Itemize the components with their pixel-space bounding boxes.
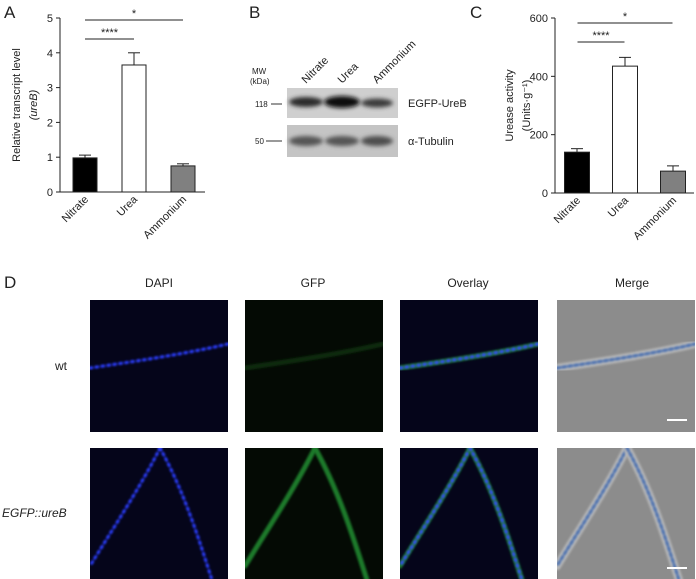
- band: [361, 98, 393, 108]
- band: [361, 136, 393, 146]
- band-label: EGFP-UreB: [408, 98, 467, 110]
- micrograph: [400, 448, 538, 579]
- y-axis-label: Urease activity: [504, 69, 516, 142]
- fiber: [468, 448, 524, 579]
- mw-label: (kDa): [250, 77, 270, 86]
- y-tick-label: 1: [47, 152, 53, 164]
- mw-value: 118: [255, 100, 268, 109]
- significance-label: ****: [101, 27, 119, 39]
- bar: [121, 64, 147, 193]
- micrograph: [400, 300, 538, 432]
- x-tick-label: Nitrate: [552, 195, 583, 226]
- band: [289, 97, 323, 107]
- bar: [72, 157, 98, 193]
- x-tick-label: Nitrate: [60, 194, 91, 225]
- fiber: [90, 342, 228, 370]
- column-header: DAPI: [145, 276, 173, 290]
- significance-label: *: [132, 8, 137, 20]
- x-tick-label: Ammonium: [631, 195, 679, 243]
- fiber: [245, 341, 383, 371]
- x-tick-label: Urea: [606, 194, 632, 220]
- bar: [612, 65, 638, 194]
- column-header: Merge: [615, 276, 649, 290]
- y-axis-label: (Units·g⁻¹): [521, 80, 533, 132]
- fiber: [400, 448, 472, 568]
- image-content: [245, 341, 383, 371]
- y-tick-label: 2: [47, 117, 53, 129]
- y-tick-label: 0: [542, 188, 548, 200]
- row-label: EGFP::ureB: [2, 506, 67, 520]
- lane-label: Urea: [336, 60, 362, 86]
- x-tick-label: Urea: [115, 193, 141, 219]
- x-tick-label: Ammonium: [141, 194, 189, 242]
- panel-label: C: [470, 3, 482, 22]
- panel-label: D: [4, 273, 16, 292]
- significance-label: *: [623, 11, 628, 23]
- column-header: GFP: [301, 276, 326, 290]
- fiber: [158, 448, 214, 579]
- fiber: [90, 448, 162, 568]
- y-tick-label: 5: [47, 13, 53, 25]
- mw-label: MW: [252, 67, 267, 76]
- band: [289, 136, 323, 146]
- image-background: [90, 448, 228, 579]
- micrograph: [90, 300, 228, 432]
- image-content: [90, 448, 214, 579]
- y-axis-label: (ureB): [28, 89, 40, 120]
- panel-label: B: [249, 3, 260, 22]
- micrograph: [245, 448, 383, 579]
- bar: [660, 170, 686, 194]
- fiber: [557, 342, 695, 370]
- significance-label: ****: [592, 30, 610, 42]
- micrograph: [90, 448, 228, 579]
- panel-label: A: [4, 3, 16, 22]
- y-tick-label: 400: [530, 71, 548, 83]
- y-tick-label: 4: [47, 48, 53, 60]
- fiber: [557, 448, 629, 568]
- y-tick-label: 3: [47, 83, 53, 95]
- fiber: [245, 448, 318, 569]
- fiber: [312, 448, 370, 579]
- y-tick-label: 600: [530, 13, 548, 25]
- image-content: [400, 341, 538, 371]
- y-axis-label: Relative transcript level: [11, 48, 23, 162]
- column-header: Overlay: [447, 276, 488, 290]
- micrograph: [557, 448, 695, 579]
- lane-label: Nitrate: [300, 55, 331, 86]
- bar: [564, 151, 590, 194]
- lane-label: Ammonium: [371, 38, 419, 86]
- band-label: α-Tubulin: [408, 136, 454, 148]
- y-tick-label: 0: [47, 187, 53, 199]
- image-content: [245, 448, 370, 579]
- image-content: [90, 342, 228, 370]
- micrograph: [245, 300, 383, 432]
- mw-value: 50: [255, 137, 264, 146]
- band: [324, 96, 360, 108]
- micrograph: [557, 300, 695, 432]
- image-content: [557, 340, 695, 372]
- image-content: [400, 448, 525, 579]
- fiber: [400, 342, 538, 370]
- band: [325, 136, 359, 146]
- bar: [170, 165, 196, 193]
- row-label: wt: [54, 359, 68, 373]
- y-tick-label: 200: [530, 130, 548, 142]
- image-background: [90, 300, 228, 432]
